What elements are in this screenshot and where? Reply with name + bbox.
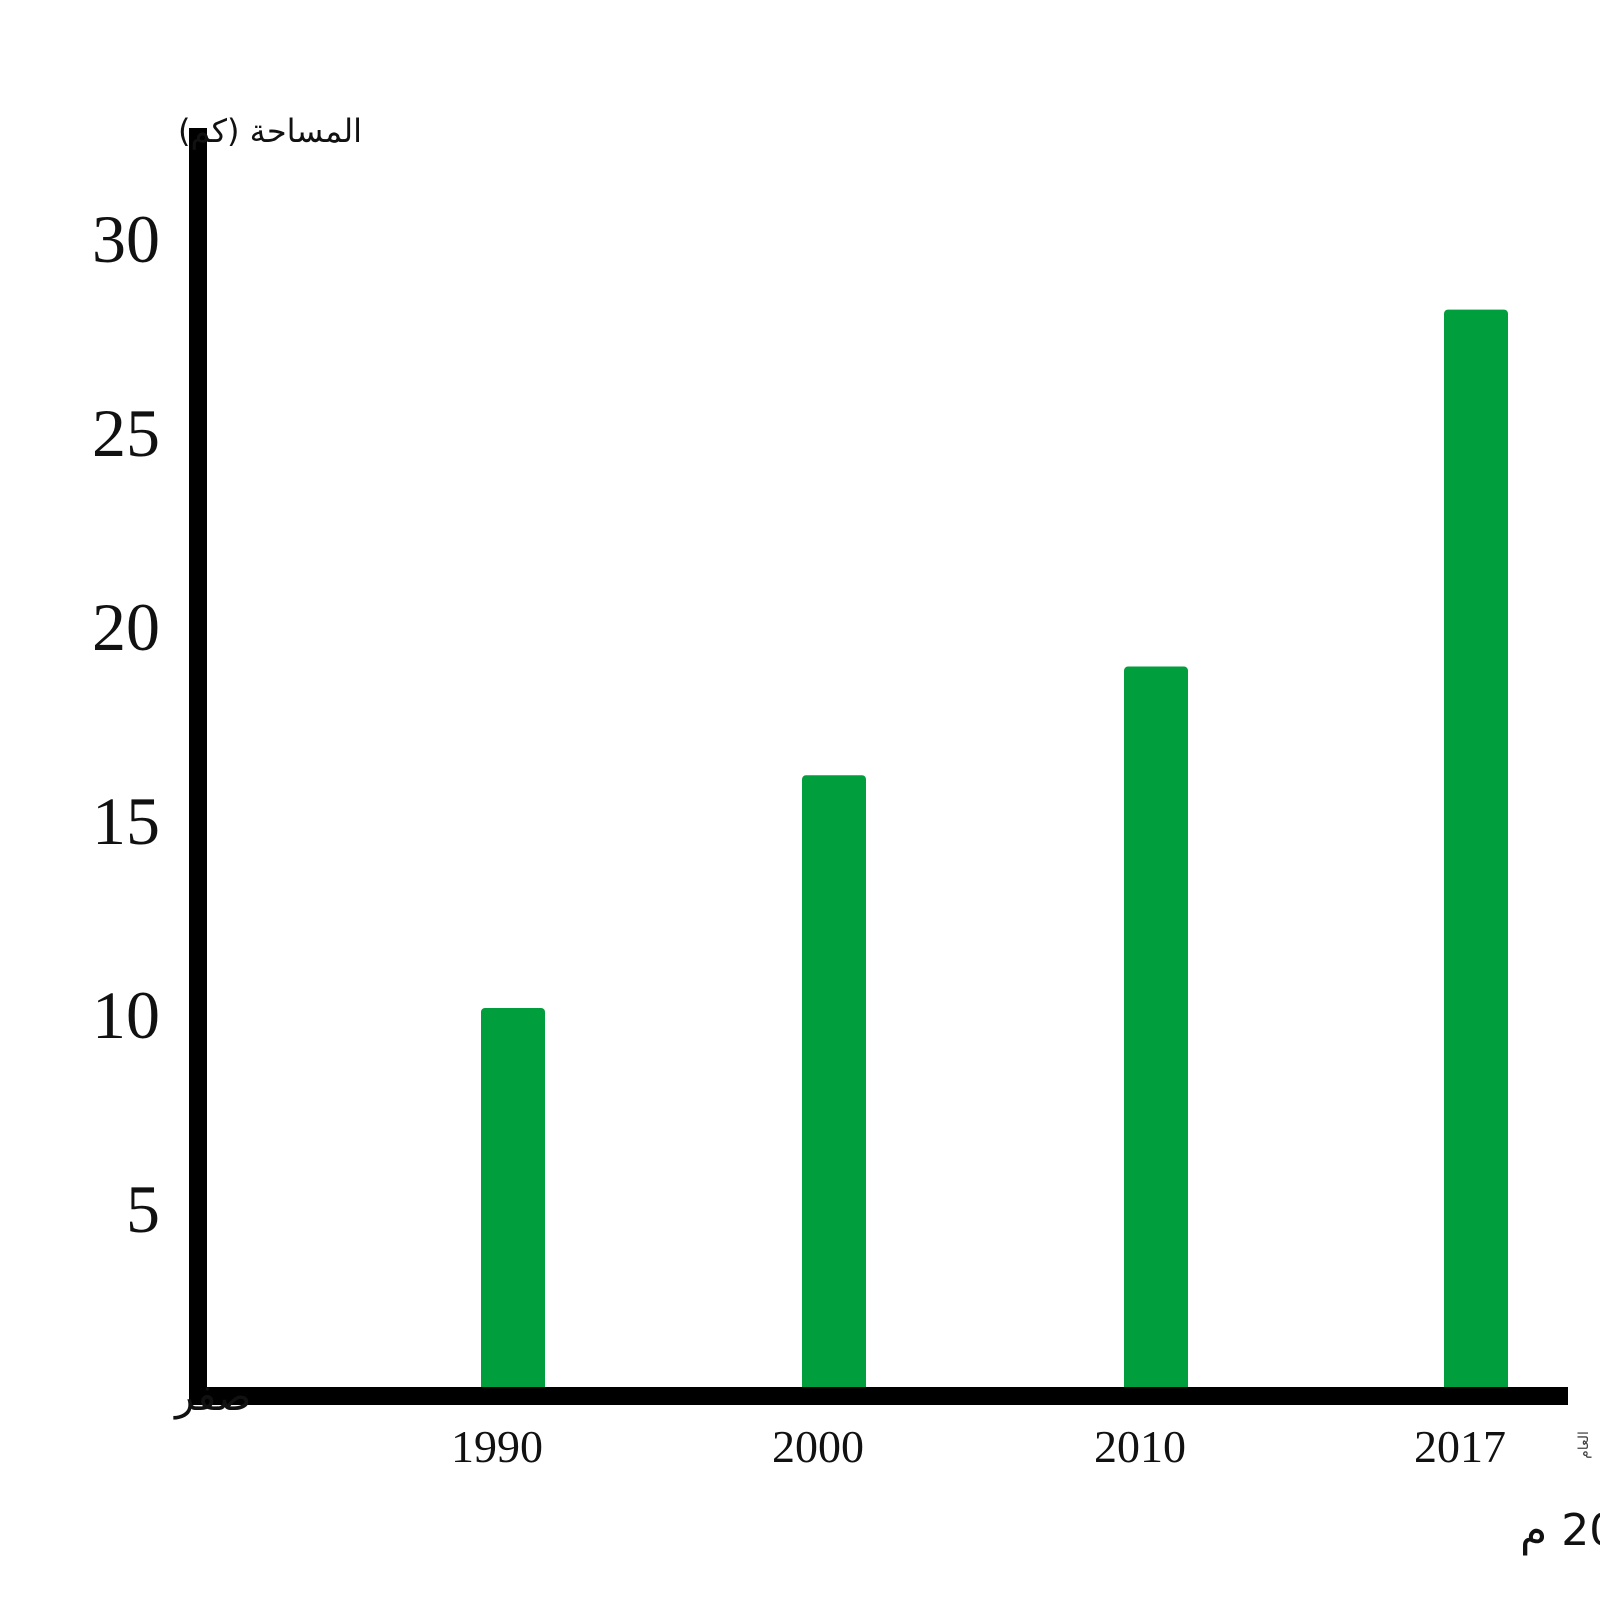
x-axis-title: العام bbox=[1576, 1431, 1592, 1459]
bar-2000 bbox=[802, 775, 866, 1396]
zero-tick-label: صفر bbox=[173, 1374, 251, 1420]
bars bbox=[481, 309, 1508, 1397]
x-tick-label-2017: 2017 bbox=[1414, 1421, 1506, 1472]
y-tick-label-20: 20 bbox=[92, 589, 160, 665]
x-tick-label-2000: 2000 bbox=[772, 1421, 864, 1472]
bar-2010 bbox=[1124, 666, 1188, 1396]
axes bbox=[189, 128, 1568, 1405]
y-tick-labels: 5 10 15 20 25 30 bbox=[92, 201, 160, 1247]
y-tick-label-15: 15 bbox=[92, 783, 160, 859]
bar-2017 bbox=[1444, 309, 1508, 1397]
bar-1990 bbox=[481, 1008, 545, 1396]
x-tick-label-1990: 1990 bbox=[451, 1421, 543, 1472]
y-tick-label-10: 10 bbox=[92, 977, 160, 1053]
chart-title: تطور العمران في مركز السنطة من عام 1990 … bbox=[1520, 1505, 1600, 1556]
x-tick-labels: 1990 2000 2010 2017 bbox=[451, 1421, 1506, 1472]
y-tick-label-5: 5 bbox=[126, 1171, 160, 1247]
y-axis-title: المساحة (كم) bbox=[178, 112, 362, 150]
y-tick-label-30: 30 bbox=[92, 201, 160, 277]
x-tick-label-2010: 2010 bbox=[1094, 1421, 1186, 1472]
y-tick-label-25: 25 bbox=[92, 395, 160, 471]
